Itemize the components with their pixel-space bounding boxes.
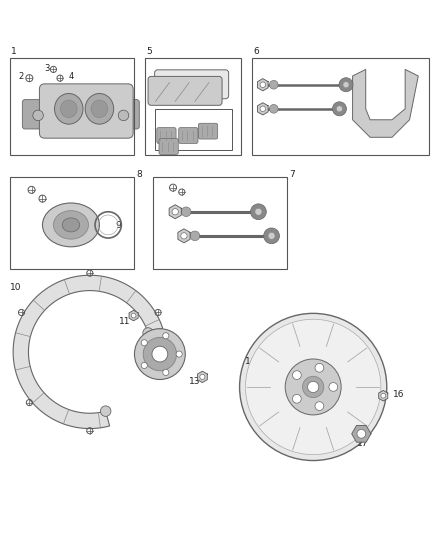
Ellipse shape (42, 203, 99, 247)
Circle shape (181, 207, 191, 216)
Circle shape (255, 208, 262, 215)
Ellipse shape (60, 100, 77, 118)
FancyBboxPatch shape (22, 100, 54, 129)
Polygon shape (169, 205, 181, 219)
Circle shape (303, 376, 324, 398)
Text: 10: 10 (10, 282, 21, 292)
Circle shape (163, 369, 169, 375)
Polygon shape (258, 78, 268, 91)
Circle shape (141, 340, 147, 346)
FancyBboxPatch shape (39, 84, 133, 138)
Circle shape (260, 82, 265, 87)
Text: 2: 2 (18, 72, 23, 82)
Circle shape (176, 351, 182, 357)
Circle shape (285, 359, 341, 415)
Circle shape (251, 204, 266, 220)
Ellipse shape (55, 93, 83, 124)
Circle shape (200, 374, 205, 379)
Polygon shape (379, 391, 388, 401)
Polygon shape (258, 103, 268, 115)
Ellipse shape (91, 100, 108, 118)
Circle shape (357, 430, 366, 438)
Circle shape (240, 313, 387, 461)
Circle shape (118, 110, 129, 120)
Circle shape (293, 371, 301, 379)
Circle shape (269, 80, 278, 89)
Polygon shape (13, 275, 162, 429)
Polygon shape (353, 69, 418, 138)
Bar (155, 109, 232, 150)
FancyBboxPatch shape (155, 70, 229, 99)
Text: 8: 8 (137, 170, 143, 179)
Circle shape (143, 328, 153, 338)
Bar (145, 59, 241, 155)
Text: 12: 12 (147, 369, 158, 378)
Text: 14: 14 (245, 357, 256, 366)
Bar (10, 59, 134, 155)
Circle shape (172, 208, 178, 215)
FancyBboxPatch shape (159, 139, 178, 155)
Circle shape (329, 383, 338, 391)
Polygon shape (178, 229, 190, 243)
Circle shape (260, 106, 265, 111)
FancyBboxPatch shape (148, 76, 222, 106)
Circle shape (245, 319, 381, 455)
Circle shape (100, 406, 111, 416)
Text: 5: 5 (146, 47, 152, 56)
Circle shape (268, 232, 275, 239)
Polygon shape (352, 425, 371, 442)
Circle shape (143, 337, 177, 371)
Text: 16: 16 (393, 390, 405, 399)
Text: 1: 1 (11, 47, 17, 56)
FancyBboxPatch shape (179, 128, 198, 143)
Circle shape (315, 364, 324, 372)
Circle shape (264, 228, 279, 244)
Circle shape (131, 313, 136, 318)
Bar (10, 177, 134, 269)
Circle shape (343, 82, 349, 88)
Text: 13: 13 (189, 377, 201, 386)
Text: 9: 9 (115, 221, 121, 230)
Text: 3: 3 (45, 63, 50, 72)
Circle shape (332, 102, 346, 116)
Circle shape (141, 362, 147, 368)
Text: 15: 15 (265, 357, 276, 366)
FancyBboxPatch shape (198, 123, 218, 139)
Circle shape (33, 110, 43, 120)
Text: 7: 7 (289, 170, 295, 179)
Circle shape (339, 78, 353, 92)
Circle shape (336, 106, 343, 112)
Polygon shape (129, 310, 138, 321)
Circle shape (163, 333, 169, 339)
Circle shape (152, 346, 168, 362)
FancyBboxPatch shape (157, 128, 176, 143)
Ellipse shape (62, 218, 80, 232)
Text: 4: 4 (69, 72, 74, 82)
Circle shape (293, 394, 301, 403)
Ellipse shape (85, 93, 114, 124)
Text: 11: 11 (119, 317, 131, 326)
Circle shape (190, 231, 200, 241)
Circle shape (134, 329, 185, 379)
Text: 6: 6 (253, 47, 259, 56)
Circle shape (307, 381, 319, 392)
Bar (153, 177, 287, 269)
Ellipse shape (53, 211, 88, 239)
Circle shape (269, 104, 278, 113)
Polygon shape (198, 371, 207, 383)
Text: 17: 17 (357, 439, 368, 448)
Circle shape (315, 402, 324, 410)
Circle shape (381, 393, 385, 398)
Bar (252, 59, 429, 155)
FancyBboxPatch shape (110, 100, 139, 129)
Circle shape (181, 233, 187, 239)
